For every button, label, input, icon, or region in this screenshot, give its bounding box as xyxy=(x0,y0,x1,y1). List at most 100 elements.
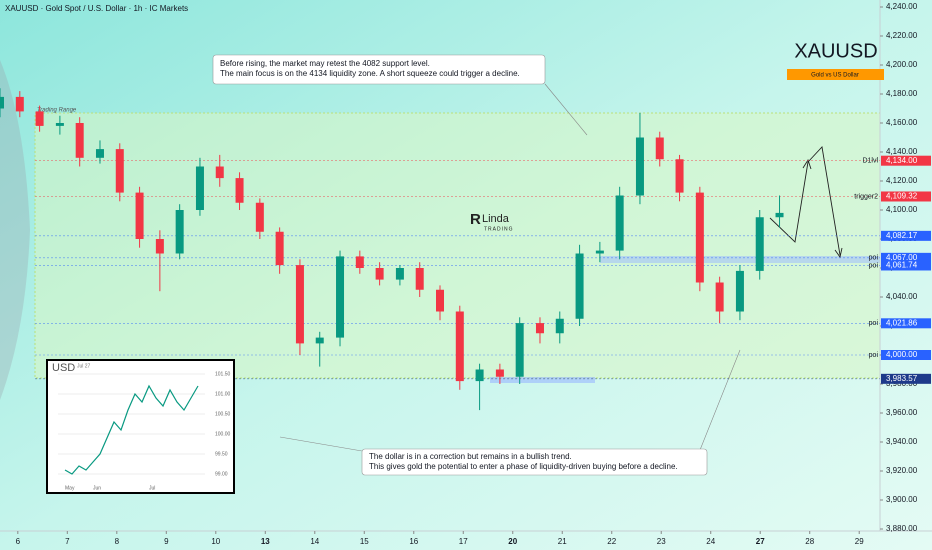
inset-line xyxy=(64,384,199,475)
demand-zone xyxy=(600,256,880,263)
y-tick-label: 3,900.00 xyxy=(886,495,918,504)
candle-body xyxy=(436,289,444,312)
x-tick-label: 22 xyxy=(607,537,616,546)
x-tick-label: 9 xyxy=(164,537,169,546)
candle-body xyxy=(95,149,104,158)
candle-body xyxy=(555,318,564,334)
level-tag: poi xyxy=(869,255,879,262)
candle-body xyxy=(375,268,384,280)
candle-body xyxy=(775,212,784,218)
candle-body xyxy=(475,369,484,382)
y-tick-label: 4,220.00 xyxy=(886,31,918,40)
inset-subtitle: Jul 27 xyxy=(77,363,91,369)
inset-chart: USD Jul 27 99.00 99.50 100.00 100.50 101.00 1… xyxy=(46,359,235,494)
level-label: 4,061.74 xyxy=(886,261,918,270)
candle-body xyxy=(255,202,264,232)
callout-line xyxy=(544,83,588,136)
y-tick-label: 4,040.00 xyxy=(886,292,918,301)
candle-body xyxy=(175,210,184,254)
level-badge xyxy=(881,191,931,202)
candle-body xyxy=(735,270,744,312)
forecast-arrow xyxy=(769,146,843,259)
level-tag: D1lvl xyxy=(862,158,878,165)
level-label: 4,082.17 xyxy=(886,231,918,240)
candle-body xyxy=(215,166,224,179)
level-badge xyxy=(881,155,931,166)
candle-body xyxy=(115,149,124,193)
candle-body xyxy=(415,268,424,290)
level-label: 3,983.57 xyxy=(886,374,918,383)
x-tick-label: 15 xyxy=(360,537,369,546)
logo-mark: R xyxy=(470,211,481,228)
candle-body xyxy=(635,137,644,196)
y-tick-label: 4,140.00 xyxy=(886,147,918,156)
candle-body xyxy=(135,192,144,239)
note-text: This gives gold the potential to enter a… xyxy=(369,462,678,471)
x-tick-label: 14 xyxy=(310,537,319,546)
candle-body xyxy=(336,256,345,338)
level-badge xyxy=(881,230,931,241)
candle-body xyxy=(315,337,324,344)
candle-body xyxy=(275,231,284,266)
x-tick-label: 16 xyxy=(409,537,418,546)
candle-body xyxy=(0,96,4,109)
level-badge xyxy=(881,318,931,329)
candle-body xyxy=(675,159,684,193)
candle-body xyxy=(715,282,724,312)
range-label: Trading Range xyxy=(37,108,77,114)
level-label: 4,067.00 xyxy=(886,253,918,262)
y-tick-label: 3,940.00 xyxy=(886,437,918,446)
candle-body xyxy=(575,253,584,319)
y-tick-label: 3,960.00 xyxy=(886,408,918,417)
candle-body xyxy=(75,123,84,158)
x-tick-label: 13 xyxy=(261,537,270,546)
level-label: 4,134.00 xyxy=(886,156,918,165)
callout-line xyxy=(279,436,363,452)
y-tick-label: 3,880.00 xyxy=(886,524,918,533)
level-badge xyxy=(881,260,931,271)
demand-zone xyxy=(490,377,595,383)
symbol: XAUUSD xyxy=(794,40,877,62)
candle-body xyxy=(695,192,704,283)
note-text: The dollar is in a correction but remain… xyxy=(369,452,572,461)
candle-body xyxy=(455,311,464,382)
inset-frame xyxy=(46,359,235,494)
inset-y-label: 99.50 xyxy=(215,451,228,457)
y-tick-label: 4,240.00 xyxy=(886,2,918,11)
x-tick-label: 28 xyxy=(805,537,814,546)
candle-body xyxy=(395,268,404,280)
candle-body xyxy=(495,369,504,377)
x-tick-label: 20 xyxy=(508,537,517,546)
symbol-subtitle: Gold vs US Dollar xyxy=(811,73,859,79)
level-badge xyxy=(881,350,931,360)
note-text: The main focus is on the 4134 liquidity … xyxy=(220,69,520,78)
level-label: 4,021.86 xyxy=(886,318,918,327)
logo: Linda xyxy=(482,213,510,225)
level-tag: poi xyxy=(869,320,879,327)
level-tag: poi xyxy=(869,352,879,359)
y-tick-label: 4,120.00 xyxy=(886,176,918,185)
level-label: 4,000.00 xyxy=(886,350,918,359)
candle-body xyxy=(355,256,364,268)
y-tick-label: 4,100.00 xyxy=(886,205,918,214)
candle-body xyxy=(515,323,524,377)
y-tick-label: 4,160.00 xyxy=(886,118,918,127)
x-tick-label: 21 xyxy=(558,537,567,546)
inset-y-label: 100.50 xyxy=(215,411,231,417)
candle-body xyxy=(235,178,244,203)
candle-body xyxy=(655,137,664,160)
chart-title: XAUUSD · Gold Spot / U.S. Dollar · 1h · … xyxy=(5,4,188,13)
volume-profile xyxy=(0,60,30,400)
x-tick-label: 27 xyxy=(756,537,765,546)
symbol-badge xyxy=(787,69,884,80)
x-tick-label: 6 xyxy=(16,537,21,546)
x-tick-label: 29 xyxy=(855,537,864,546)
y-tick-label: 4,180.00 xyxy=(886,89,918,98)
candle-body xyxy=(755,217,764,271)
candle-body xyxy=(195,166,204,210)
inset-x-label: May xyxy=(65,485,75,491)
y-tick-label: 4,200.00 xyxy=(886,60,918,69)
level-tag: poi xyxy=(869,262,879,269)
inset-y-label: 101.50 xyxy=(215,371,231,377)
